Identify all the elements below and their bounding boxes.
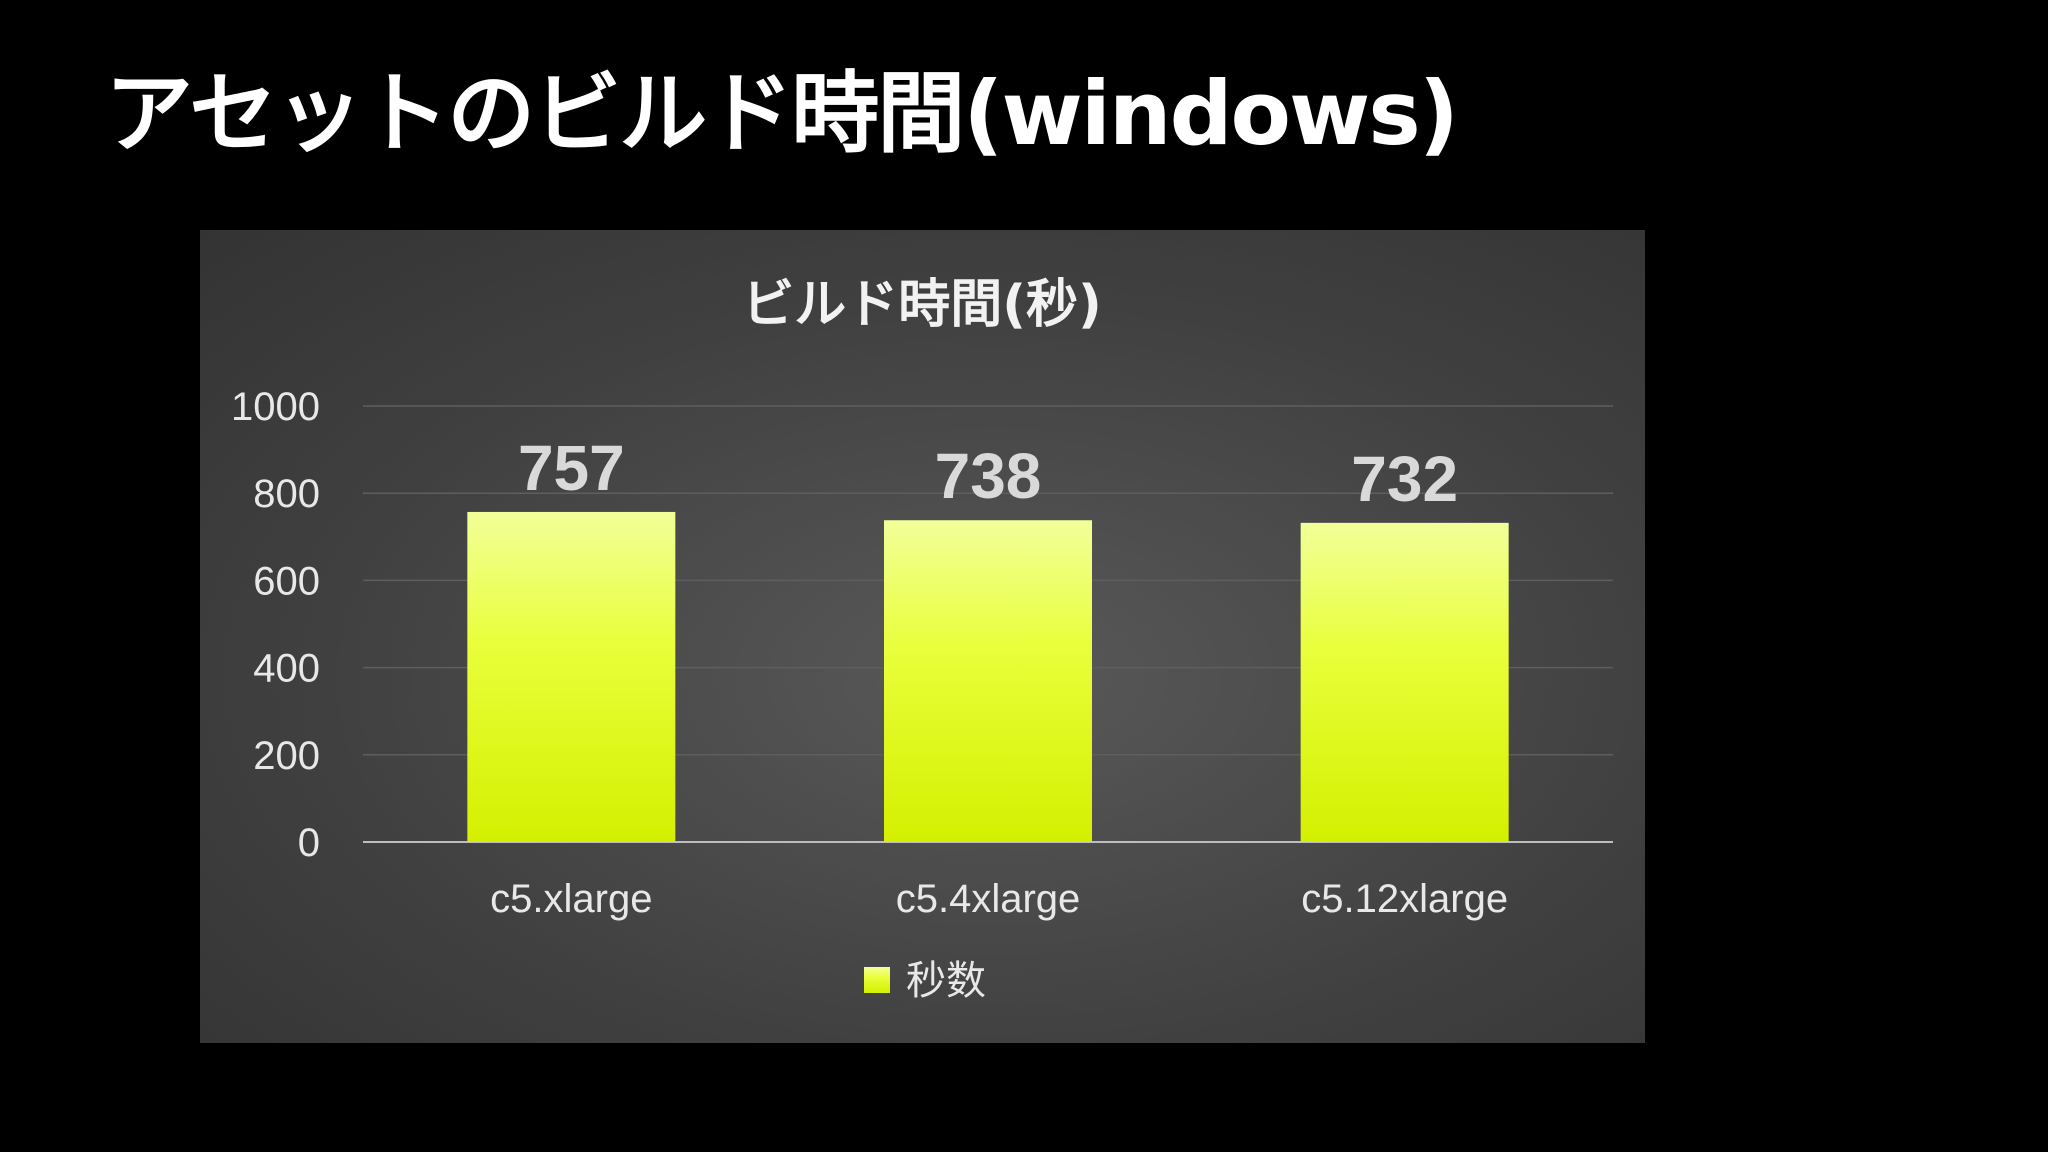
data-label: 757 — [518, 432, 625, 504]
data-labels: 757 738 732 — [518, 432, 1458, 515]
bar-chart: ビルド時間(秒) 0 200 400 600 800 1000 757 738 732 c5.… — [231, 275, 1613, 1004]
y-tick-label: 0 — [298, 821, 320, 865]
y-tick-label: 600 — [253, 559, 320, 603]
data-label: 738 — [935, 440, 1042, 512]
legend-swatch — [864, 967, 890, 993]
slide-title: アセットのビルド時間(windows) — [105, 62, 1459, 165]
chart-title: ビルド時間(秒) — [742, 275, 1102, 335]
y-tick-label: 800 — [253, 472, 320, 516]
y-axis-ticks: 0 200 400 600 800 1000 — [231, 385, 320, 865]
y-tick-label: 400 — [253, 647, 320, 691]
bar — [1300, 522, 1509, 842]
bar — [467, 511, 676, 842]
chart-panel: ビルド時間(秒) 0 200 400 600 800 1000 757 738 732 c5.… — [200, 230, 1645, 1043]
bars — [467, 511, 1509, 842]
legend-label: 秒数 — [906, 958, 986, 1004]
data-label: 732 — [1351, 443, 1458, 515]
x-category-label: c5.xlarge — [490, 877, 652, 921]
x-category-label: c5.4xlarge — [896, 877, 1081, 921]
legend: 秒数 — [864, 958, 986, 1004]
y-tick-label: 1000 — [231, 385, 320, 429]
x-category-label: c5.12xlarge — [1301, 877, 1508, 921]
x-axis-categories: c5.xlarge c5.4xlarge c5.12xlarge — [490, 877, 1508, 921]
y-tick-label: 200 — [253, 734, 320, 778]
bar — [884, 520, 1092, 842]
